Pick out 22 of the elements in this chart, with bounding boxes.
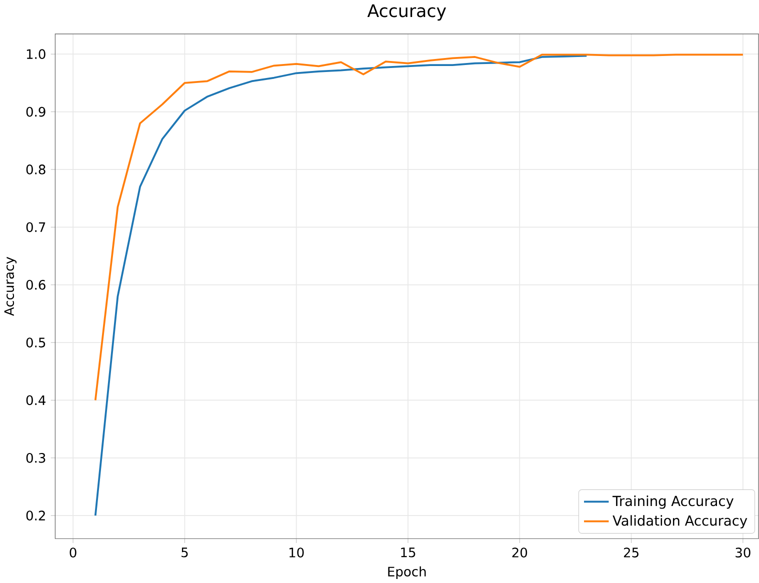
- y-tick-label: 0.2: [26, 510, 45, 520]
- legend-label: Validation Accuracy: [612, 514, 748, 528]
- y-tick-label: 0.7: [26, 222, 46, 232]
- x-tick-label: 10: [289, 547, 304, 558]
- line-series: [94, 54, 588, 516]
- y-axis-title: Accuracy: [4, 256, 17, 316]
- y-tick-label: 1.0: [26, 48, 46, 59]
- legend-label: Training Accuracy: [612, 495, 734, 509]
- x-tick-label: 15: [401, 547, 416, 558]
- y-tick-label: 0.4: [26, 395, 46, 405]
- y-tick-label: 0.9: [26, 106, 46, 117]
- y-tick-label: 0.3: [26, 452, 46, 463]
- x-axis-title: Epoch: [388, 566, 426, 579]
- y-tick-label: 0.5: [26, 337, 46, 348]
- x-tick-label: 20: [512, 547, 528, 558]
- y-tick-label: 0.6: [26, 280, 46, 290]
- y-tick-label: 0.8: [26, 164, 46, 174]
- chart-title: Accuracy: [367, 4, 446, 20]
- x-tick-label: 30: [736, 547, 750, 558]
- x-tick-label: 25: [624, 547, 638, 558]
- x-tick-label: 5: [182, 547, 188, 558]
- x-tick-label: 0: [70, 547, 76, 558]
